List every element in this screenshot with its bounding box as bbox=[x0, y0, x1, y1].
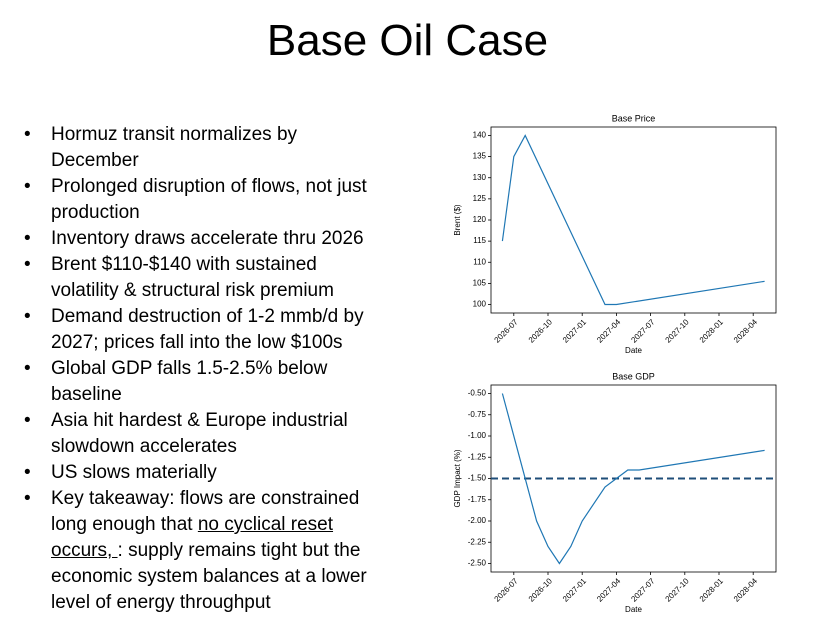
y-tick-label: -0.50 bbox=[468, 389, 487, 398]
y-tick-label: -1.00 bbox=[468, 431, 487, 440]
bullet: Demand destruction of 1-2 mmb/d by 2027;… bbox=[24, 304, 380, 356]
bullet: US slows materially bbox=[24, 460, 380, 486]
bullet: Prolonged disruption of flows, not just … bbox=[24, 174, 380, 226]
chart-title: Base Price bbox=[612, 113, 656, 123]
x-tick-label: 2028-01 bbox=[698, 317, 726, 345]
x-tick-label: 2027-07 bbox=[629, 576, 657, 604]
x-tick-label: 2027-07 bbox=[629, 317, 657, 345]
y-tick-label: 130 bbox=[473, 173, 487, 182]
x-tick-label: 2027-01 bbox=[561, 317, 589, 345]
y-tick-label: -2.50 bbox=[468, 559, 487, 568]
x-tick-label: 2027-10 bbox=[664, 317, 692, 345]
bullet: Inventory draws accelerate thru 2026 bbox=[24, 226, 380, 252]
y-axis-label: Brent ($) bbox=[453, 204, 462, 235]
y-tick-label: 110 bbox=[473, 257, 486, 266]
takeaway-underlined: no cyclical reset occurs, bbox=[51, 514, 334, 561]
y-tick-label: -1.75 bbox=[468, 495, 487, 504]
x-tick-label: 2026-07 bbox=[493, 317, 521, 345]
x-tick-label: 2027-04 bbox=[595, 576, 623, 604]
y-tick-label: -0.75 bbox=[468, 410, 487, 419]
y-tick-label: 135 bbox=[473, 152, 487, 161]
data-line bbox=[501, 393, 765, 565]
bullet: Hormuz transit normalizes by December bbox=[24, 122, 380, 174]
takeaway-text: : supply remains tight but the economic … bbox=[51, 540, 367, 613]
bullet: Asia hit hardest & Europe industrial slo… bbox=[24, 408, 380, 460]
bullet: Global GDP falls 1.5-2.5% below baseline bbox=[24, 356, 380, 408]
x-tick-label: 2028-04 bbox=[732, 317, 760, 345]
x-tick-label: 2026-10 bbox=[527, 576, 555, 604]
bullet: Brent $110-$140 with sustained volatilit… bbox=[24, 252, 380, 304]
x-tick-label: 2027-04 bbox=[595, 317, 623, 345]
y-tick-label: -1.50 bbox=[468, 474, 487, 483]
bullet: Key takeaway: flows are constrained long… bbox=[24, 486, 380, 616]
x-tick-label: 2028-01 bbox=[698, 576, 726, 604]
x-tick-label: 2028-04 bbox=[732, 576, 760, 604]
x-axis-label: Date bbox=[625, 605, 642, 614]
y-tick-label: -1.25 bbox=[468, 452, 487, 461]
y-tick-label: 140 bbox=[473, 131, 487, 140]
data-line bbox=[501, 134, 765, 306]
y-tick-label: 105 bbox=[473, 279, 487, 288]
x-axis-label: Date bbox=[625, 346, 642, 355]
y-tick-label: 125 bbox=[473, 194, 487, 203]
takeaway-text: Key takeaway: flows are constrained long… bbox=[51, 488, 360, 535]
y-tick-label: -2.25 bbox=[468, 537, 487, 546]
x-tick-label: 2027-01 bbox=[561, 576, 589, 604]
y-tick-label: 120 bbox=[473, 215, 487, 224]
x-tick-label: 2027-10 bbox=[664, 576, 692, 604]
x-tick-label: 2026-07 bbox=[493, 576, 521, 604]
chart-title: Base GDP bbox=[612, 371, 655, 381]
bullet-list: Hormuz transit normalizes by DecemberPro… bbox=[0, 122, 380, 616]
y-tick-label: 100 bbox=[473, 300, 487, 309]
y-tick-label: -2.00 bbox=[468, 516, 487, 525]
slide-title: Base Oil Case bbox=[266, 16, 549, 65]
x-tick-label: 2026-10 bbox=[527, 317, 555, 345]
y-axis-label: GDP Impact (%) bbox=[453, 449, 462, 507]
y-tick-label: 115 bbox=[473, 236, 486, 245]
